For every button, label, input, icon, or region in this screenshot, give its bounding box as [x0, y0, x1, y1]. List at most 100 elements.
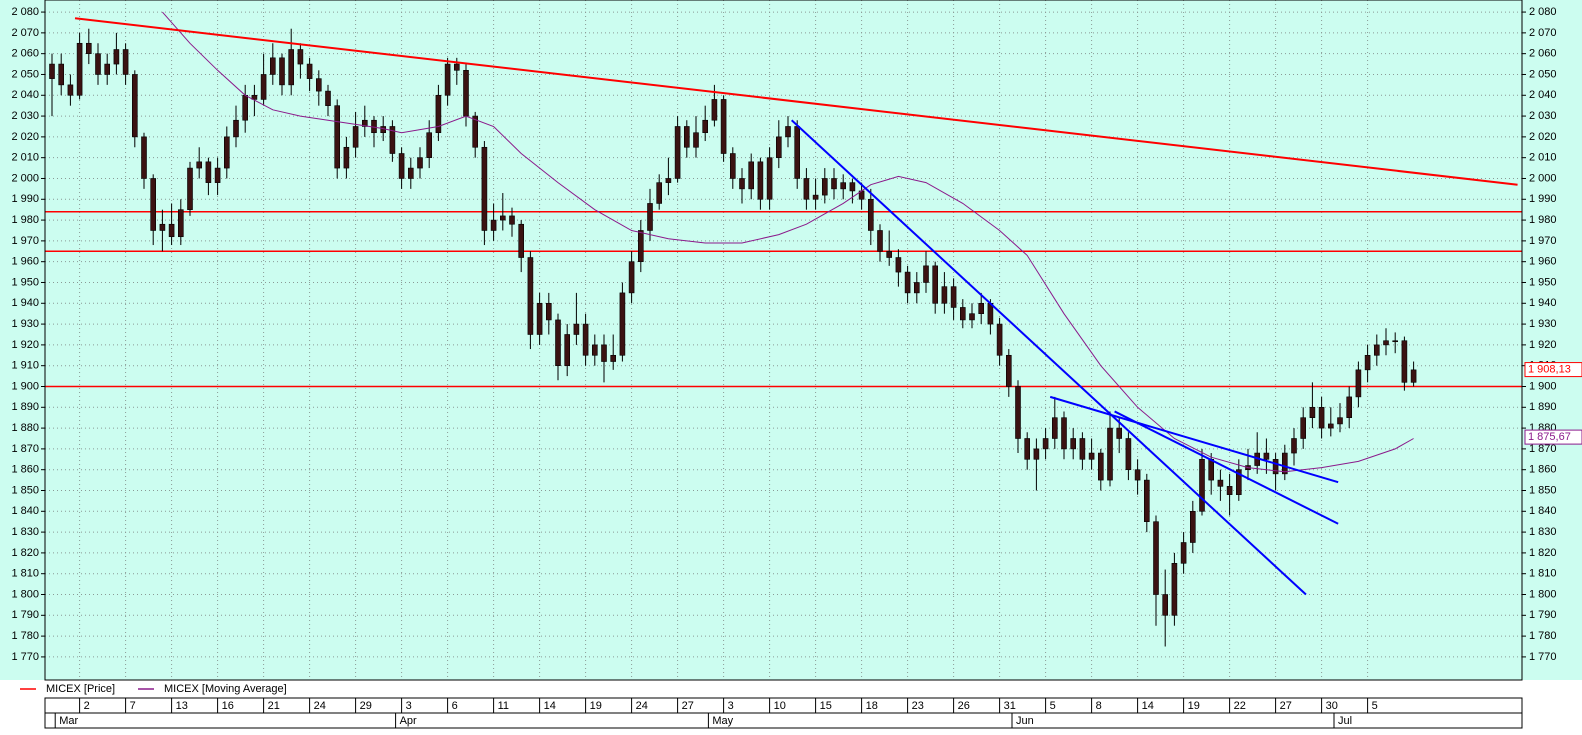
- trendline: [74, 17, 1518, 186]
- candle-body: [1005, 354, 1012, 387]
- candle-body: [665, 178, 672, 183]
- candle-body: [1107, 427, 1113, 481]
- candle-body: [1208, 458, 1214, 481]
- candle-body: [398, 153, 405, 179]
- candle-body: [812, 194, 819, 200]
- candle-body: [159, 223, 166, 231]
- candle-body: [389, 126, 396, 154]
- y-tick-label: 1 780: [11, 630, 39, 642]
- x-tick-label: 23: [912, 700, 924, 712]
- y-tick-label: 2 000: [11, 172, 39, 184]
- candle-body: [1070, 438, 1076, 450]
- candle-body: [122, 49, 129, 75]
- y-tick-label: 1 800: [11, 588, 39, 600]
- candle-body: [996, 323, 1003, 356]
- trendline: [1114, 410, 1339, 525]
- candle-body: [1282, 452, 1288, 475]
- candle-body: [923, 265, 929, 283]
- y-tick-label-right: 1 930: [1529, 318, 1557, 330]
- x-tick-label: 19: [590, 700, 602, 712]
- x-tick-label: 5: [1050, 700, 1056, 712]
- candle-body: [509, 215, 515, 225]
- candle-body: [1217, 479, 1224, 487]
- candle-body: [242, 94, 248, 121]
- candle-body: [490, 219, 497, 231]
- y-tick-label: 1 770: [11, 651, 39, 663]
- candle-body: [591, 344, 598, 356]
- y-tick-label: 1 850: [11, 484, 39, 496]
- candle-body: [1337, 417, 1343, 425]
- candle-body: [113, 49, 120, 65]
- candle-body: [637, 230, 644, 262]
- y-tick-label-right: 1 950: [1529, 276, 1557, 288]
- x-tick-label: 13: [176, 700, 188, 712]
- candle-body: [711, 99, 718, 121]
- y-tick-label-right: 1 870: [1529, 443, 1557, 455]
- legend-label: MICEX [Moving Average]: [164, 683, 287, 695]
- y-tick-label: 1 790: [11, 609, 39, 621]
- candle-body: [1401, 340, 1408, 383]
- x-tick-label: 27: [1280, 700, 1292, 712]
- candle-body: [1190, 511, 1196, 543]
- candle-body: [1291, 438, 1297, 454]
- x-tick-label: 10: [774, 700, 786, 712]
- x-tick-label: 24: [636, 700, 648, 712]
- month-label: May: [712, 715, 733, 727]
- candle-body: [334, 105, 341, 169]
- candle-body: [288, 49, 295, 86]
- candle-body: [499, 215, 506, 221]
- candle-body: [205, 161, 212, 183]
- last-value-box: [1524, 429, 1582, 445]
- x-tick-label: 31: [1004, 700, 1016, 712]
- candle-body: [1033, 448, 1040, 460]
- candle-body: [555, 319, 561, 366]
- candle-body: [67, 84, 74, 96]
- candle-body: [1226, 486, 1233, 495]
- candle-body: [601, 344, 607, 362]
- candle-body: [95, 53, 101, 75]
- y-tick-label: 2 010: [11, 152, 39, 164]
- candle-body: [1263, 452, 1270, 460]
- y-tick-label: 1 820: [11, 547, 39, 559]
- candle-body: [794, 126, 801, 179]
- candle-body: [1383, 340, 1389, 346]
- y-tick-label: 2 070: [11, 27, 39, 39]
- y-tick-label-right: 1 980: [1529, 214, 1557, 226]
- candle-body: [214, 167, 221, 183]
- candle-body: [141, 136, 147, 179]
- y-tick-label-right: 1 920: [1529, 339, 1557, 351]
- candle-body: [674, 126, 681, 179]
- plot-border: [44, 0, 1523, 681]
- candle-body: [950, 286, 957, 308]
- candle-body: [720, 99, 727, 154]
- candle-body: [831, 178, 837, 190]
- candle-body: [840, 182, 847, 190]
- candle-body: [150, 178, 156, 231]
- y-tick-label-right: 1 900: [1529, 380, 1557, 392]
- candle-body: [941, 286, 948, 304]
- candle-body: [1346, 396, 1352, 418]
- candle-body: [361, 119, 368, 127]
- candle-body: [536, 302, 543, 335]
- candle-body: [545, 302, 552, 321]
- candle-body: [168, 223, 175, 238]
- trendline: [1049, 395, 1339, 484]
- x-tick-label: 14: [544, 700, 556, 712]
- y-tick-label: 1 980: [11, 214, 39, 226]
- candle-body: [895, 257, 902, 273]
- candle-body: [1328, 423, 1334, 429]
- candle-body: [573, 323, 580, 335]
- y-tick-label-right: 1 820: [1529, 547, 1557, 559]
- candle-body: [748, 161, 755, 190]
- candle-body: [315, 78, 322, 92]
- y-tick-label-right: 1 990: [1529, 193, 1557, 205]
- candle-body: [693, 132, 699, 148]
- candle-body: [1355, 369, 1362, 398]
- x-tick-label: 18: [866, 700, 878, 712]
- candle-body: [969, 313, 975, 321]
- x-tick-label: 22: [1234, 700, 1246, 712]
- candle-body: [766, 157, 773, 200]
- y-tick-label-right: 1 780: [1529, 630, 1557, 642]
- y-tick-label-right: 1 770: [1529, 651, 1557, 663]
- candle-body: [187, 167, 193, 210]
